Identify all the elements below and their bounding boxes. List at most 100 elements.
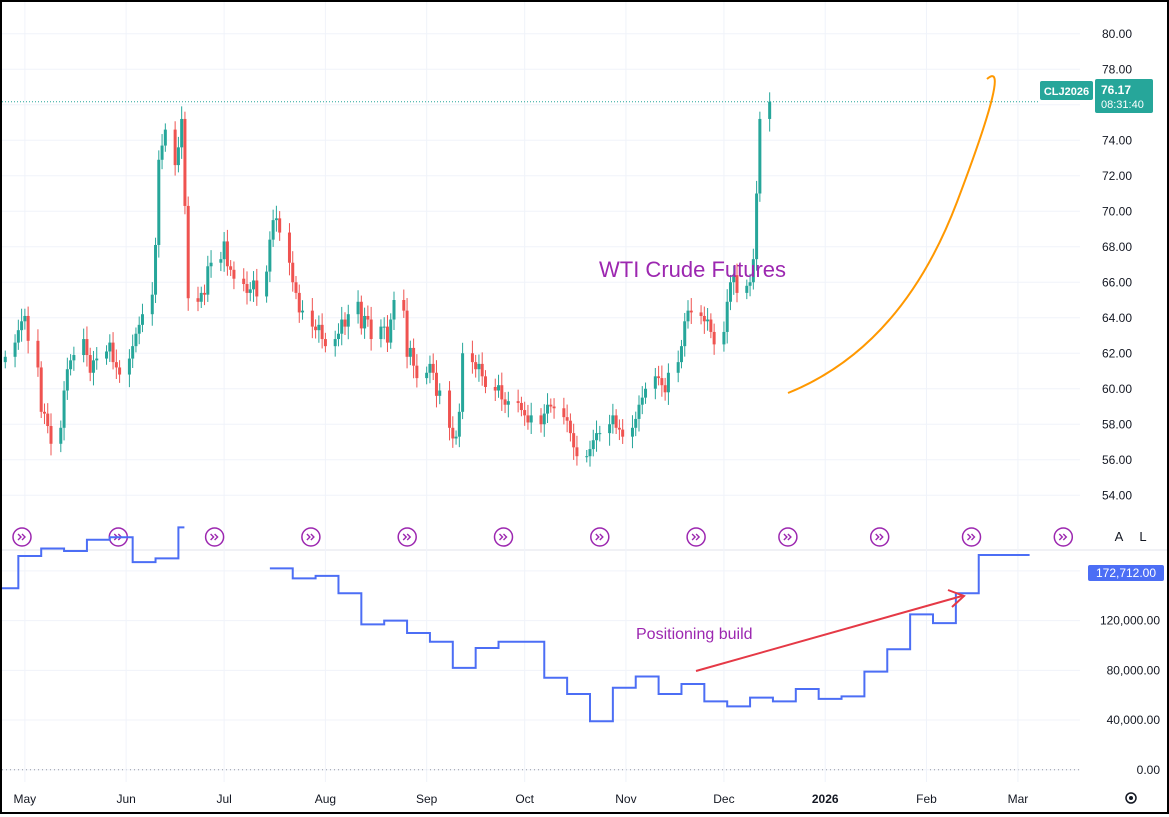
candle-body xyxy=(653,376,657,389)
settings-gear-icon[interactable] xyxy=(1125,792,1137,804)
candle-body xyxy=(199,292,203,302)
candle xyxy=(598,425,602,442)
candle xyxy=(591,429,595,457)
candle-body xyxy=(176,147,180,166)
candle xyxy=(415,354,419,388)
candle-body xyxy=(519,402,523,411)
event-marker-icon[interactable] xyxy=(686,527,706,547)
candle xyxy=(392,291,396,330)
auto-scale-button[interactable]: A xyxy=(1109,526,1129,546)
time-axis[interactable]: May Jun Jul Aug Sep Oct Nov Dec 2026 Feb Mar xyxy=(14,792,1029,806)
candle-body xyxy=(637,404,641,419)
event-marker-icon[interactable] xyxy=(204,527,225,547)
candle-body xyxy=(382,326,386,328)
candle-body xyxy=(209,262,213,267)
candle xyxy=(503,392,507,414)
candle xyxy=(751,248,755,290)
candle-body xyxy=(503,399,507,405)
event-marker-icon[interactable] xyxy=(493,527,514,547)
candle-body xyxy=(271,220,275,240)
candle xyxy=(461,342,465,420)
price-axis[interactable]: 80.0078.0076.0074.0072.0070.0068.0066.00… xyxy=(1102,27,1132,503)
candle xyxy=(497,374,501,398)
candle xyxy=(13,334,17,368)
candle xyxy=(663,377,667,401)
candle xyxy=(265,265,269,303)
candle-body xyxy=(402,300,406,311)
candle xyxy=(359,295,363,335)
candle xyxy=(88,347,92,382)
event-marker-icon[interactable] xyxy=(12,527,32,547)
price-tick-label: 80.00 xyxy=(1102,27,1132,41)
candle-body xyxy=(160,145,164,160)
candle-body xyxy=(248,289,252,293)
candle xyxy=(755,180,759,271)
month-label: Dec xyxy=(713,792,734,806)
candle xyxy=(150,282,154,326)
candle-body xyxy=(173,129,177,166)
positioning-axis[interactable]: 160,000.00120,000.0080,000.0040,000.000.… xyxy=(1100,564,1160,777)
candle-body xyxy=(65,369,69,391)
candle-body xyxy=(539,415,543,425)
candle-body xyxy=(728,282,732,302)
candle-body xyxy=(644,388,648,398)
candle-body xyxy=(72,355,76,361)
candle-body xyxy=(333,339,337,347)
candle-body xyxy=(542,413,546,425)
candle xyxy=(735,263,739,303)
candle-body xyxy=(451,427,455,439)
candle xyxy=(180,106,184,159)
last-price-label[interactable]: 76.17 08:31:40 xyxy=(1095,79,1153,113)
candle-body xyxy=(203,292,207,295)
candle-body xyxy=(310,310,314,327)
candle-body xyxy=(408,347,412,357)
symbol-label[interactable]: CLJ2026 xyxy=(1040,81,1093,100)
event-marker-icon[interactable] xyxy=(961,527,982,547)
candle-body xyxy=(500,385,504,400)
price-tick-label: 70.00 xyxy=(1102,204,1132,218)
candle xyxy=(16,319,20,350)
candle xyxy=(3,350,7,369)
candle-body xyxy=(438,390,442,396)
candle-body xyxy=(105,351,109,359)
event-marker-icon[interactable] xyxy=(590,527,610,547)
candle xyxy=(637,395,641,432)
candle xyxy=(768,92,772,132)
candle xyxy=(297,284,301,323)
candle-body xyxy=(95,358,99,361)
candle xyxy=(634,411,638,437)
log-scale-button[interactable]: L xyxy=(1133,526,1153,546)
candle-body xyxy=(526,415,530,423)
candle xyxy=(676,350,680,383)
candle xyxy=(689,298,693,324)
candle xyxy=(95,347,99,370)
parabolic-arc xyxy=(787,75,996,394)
candle xyxy=(438,383,442,405)
event-marker-icon[interactable] xyxy=(301,527,321,547)
candle-body xyxy=(222,241,226,260)
event-marker-icon[interactable] xyxy=(869,527,890,547)
event-marker-icon[interactable] xyxy=(1053,527,1074,547)
candle xyxy=(728,274,732,311)
event-marker-icon[interactable] xyxy=(397,527,417,547)
candle xyxy=(562,397,566,425)
candle xyxy=(369,306,373,351)
candle-body xyxy=(392,300,396,320)
candle-body xyxy=(595,433,599,441)
candle xyxy=(575,435,579,466)
price-tick-label: 58.00 xyxy=(1102,417,1132,431)
candle xyxy=(611,403,615,434)
candle-body xyxy=(127,358,131,375)
candle xyxy=(542,404,546,437)
positioning-value-label[interactable]: 172,712.00 xyxy=(1088,565,1164,581)
candle xyxy=(346,304,350,340)
event-marker-icon[interactable] xyxy=(778,527,798,547)
candle-body xyxy=(336,333,340,340)
candle-body xyxy=(506,401,510,405)
candle-body xyxy=(36,340,40,368)
candle-body xyxy=(356,301,360,315)
candle-body xyxy=(454,436,458,439)
candle-body xyxy=(232,269,236,279)
candle-body xyxy=(245,284,249,293)
